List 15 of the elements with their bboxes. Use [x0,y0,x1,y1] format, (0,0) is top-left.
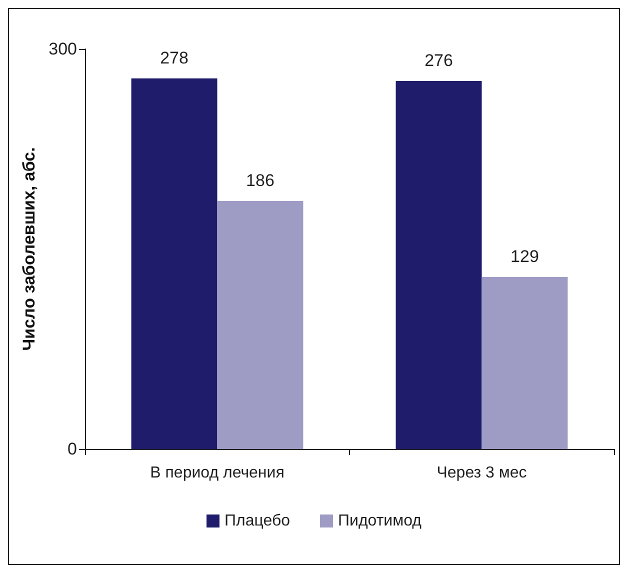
data-label: 276 [424,51,453,70]
bar [217,201,304,449]
x-tick-label: В период лечения [150,464,284,482]
bar [396,81,482,449]
legend-label: Плацебо [224,512,290,530]
x-tick-label: Через 3 мес [436,464,527,482]
data-label: 278 [160,48,188,68]
data-label: 186 [246,171,274,190]
y-axis-title: Число заболевших, абс. [20,147,39,351]
legend-label: Пидотимод [338,512,422,530]
y-tick-label: 300 [48,40,77,58]
data-label: 129 [510,247,539,266]
y-tick-label: 0 [68,440,77,458]
bar [482,277,568,449]
bar [131,78,218,449]
